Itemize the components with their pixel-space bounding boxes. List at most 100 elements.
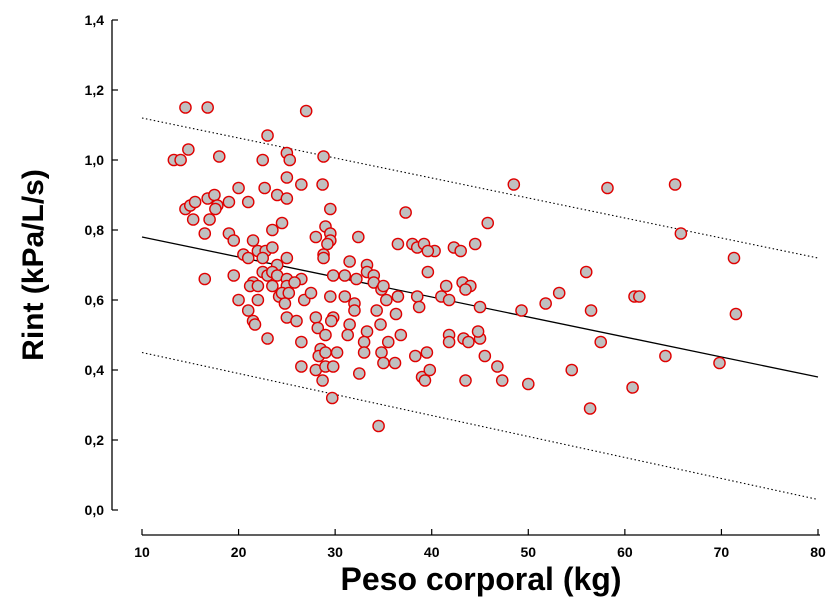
data-point bbox=[324, 314, 338, 328]
data-point bbox=[319, 346, 332, 359]
data-point bbox=[282, 286, 296, 300]
data-point bbox=[408, 349, 422, 363]
x-tick-label: 80 bbox=[810, 544, 826, 560]
data-point bbox=[283, 153, 297, 167]
data-point bbox=[330, 346, 344, 359]
data-point bbox=[633, 290, 646, 303]
data-point bbox=[317, 251, 330, 265]
data-point bbox=[341, 328, 354, 342]
data-point bbox=[338, 290, 352, 303]
data-point bbox=[304, 286, 318, 300]
data-point bbox=[309, 311, 323, 324]
x-tick-label: 60 bbox=[617, 544, 633, 560]
data-point bbox=[278, 297, 292, 310]
data-point bbox=[174, 153, 187, 167]
data-point bbox=[539, 297, 552, 310]
y-tick-label: 0,4 bbox=[85, 362, 105, 378]
data-point bbox=[421, 265, 435, 279]
y-tick-label: 1,0 bbox=[85, 152, 105, 168]
data-point bbox=[280, 251, 294, 265]
data-point bbox=[299, 104, 313, 118]
data-point bbox=[203, 213, 216, 226]
y-tick-label: 0,6 bbox=[85, 292, 105, 308]
data-point bbox=[288, 276, 301, 289]
data-point bbox=[473, 300, 487, 314]
x-axis-title: Peso corporal (kg) bbox=[341, 561, 622, 597]
data-point bbox=[391, 237, 405, 251]
y-tick-label: 0,2 bbox=[85, 432, 105, 448]
data-point bbox=[258, 181, 271, 195]
data-point bbox=[439, 279, 453, 293]
data-point bbox=[584, 304, 598, 317]
data-point bbox=[375, 346, 388, 359]
data-point bbox=[232, 293, 245, 307]
data-point bbox=[324, 290, 337, 303]
data-point bbox=[343, 255, 356, 268]
data-point bbox=[729, 307, 743, 321]
data-point bbox=[389, 307, 403, 321]
y-axis: 0,0 0,2 0,4 0,6 0,8 1,0 1,2 1,4 bbox=[85, 12, 118, 518]
data-point bbox=[280, 192, 294, 205]
data-point bbox=[222, 195, 236, 209]
data-point bbox=[256, 251, 270, 265]
data-point bbox=[552, 286, 566, 300]
data-point bbox=[380, 293, 393, 307]
y-tick-label: 0,0 bbox=[85, 502, 105, 518]
data-point bbox=[290, 314, 303, 328]
data-point bbox=[295, 360, 308, 373]
data-point bbox=[326, 360, 340, 373]
data-point bbox=[491, 360, 504, 373]
data-point bbox=[321, 237, 334, 251]
data-point bbox=[352, 367, 366, 380]
data-point bbox=[241, 195, 255, 209]
data-point bbox=[232, 181, 245, 195]
data-point bbox=[394, 328, 408, 342]
data-point bbox=[478, 349, 492, 363]
data-point bbox=[418, 374, 432, 387]
data-point bbox=[594, 335, 608, 349]
data-point bbox=[266, 241, 279, 254]
data-point bbox=[442, 335, 456, 349]
data-point bbox=[182, 143, 195, 156]
data-point bbox=[261, 129, 274, 142]
data-point bbox=[246, 234, 260, 247]
data-point bbox=[668, 178, 682, 191]
y-axis-title: Rint (kPa/L/s) bbox=[17, 169, 50, 361]
data-point bbox=[319, 328, 332, 342]
data-point bbox=[399, 206, 412, 219]
data-point bbox=[275, 216, 289, 230]
data-point bbox=[325, 391, 339, 405]
data-point bbox=[471, 325, 485, 338]
data-point bbox=[421, 244, 435, 258]
x-tick-label: 20 bbox=[231, 544, 247, 560]
data-point bbox=[388, 356, 402, 370]
y-ticks: 0,0 0,2 0,4 0,6 0,8 1,0 1,2 1,4 bbox=[85, 12, 118, 518]
data-point bbox=[350, 272, 363, 286]
data-point bbox=[248, 318, 262, 331]
data-point bbox=[227, 269, 241, 282]
data-point bbox=[626, 381, 639, 394]
y-tick-label: 1,4 bbox=[85, 12, 105, 28]
data-point bbox=[674, 227, 688, 240]
x-ticks: 10 20 30 40 50 60 70 80 bbox=[134, 529, 826, 560]
data-point bbox=[420, 346, 434, 359]
prediction-bands bbox=[141, 117, 819, 501]
data-point bbox=[515, 304, 528, 317]
data-point bbox=[261, 332, 274, 345]
data-point bbox=[659, 349, 672, 363]
data-point bbox=[601, 181, 614, 195]
x-axis: 10 20 30 40 50 60 70 80 bbox=[134, 529, 826, 560]
y-tick-label: 1,2 bbox=[85, 82, 105, 98]
data-point bbox=[442, 293, 456, 307]
data-point bbox=[423, 363, 437, 377]
data-point bbox=[324, 202, 337, 216]
data-point bbox=[198, 227, 212, 240]
data-point bbox=[579, 265, 593, 279]
data-point bbox=[326, 269, 340, 282]
data-point bbox=[459, 283, 472, 296]
data-point bbox=[316, 178, 329, 191]
data-point bbox=[208, 188, 221, 202]
data-point bbox=[343, 318, 356, 331]
data-point bbox=[352, 230, 365, 244]
